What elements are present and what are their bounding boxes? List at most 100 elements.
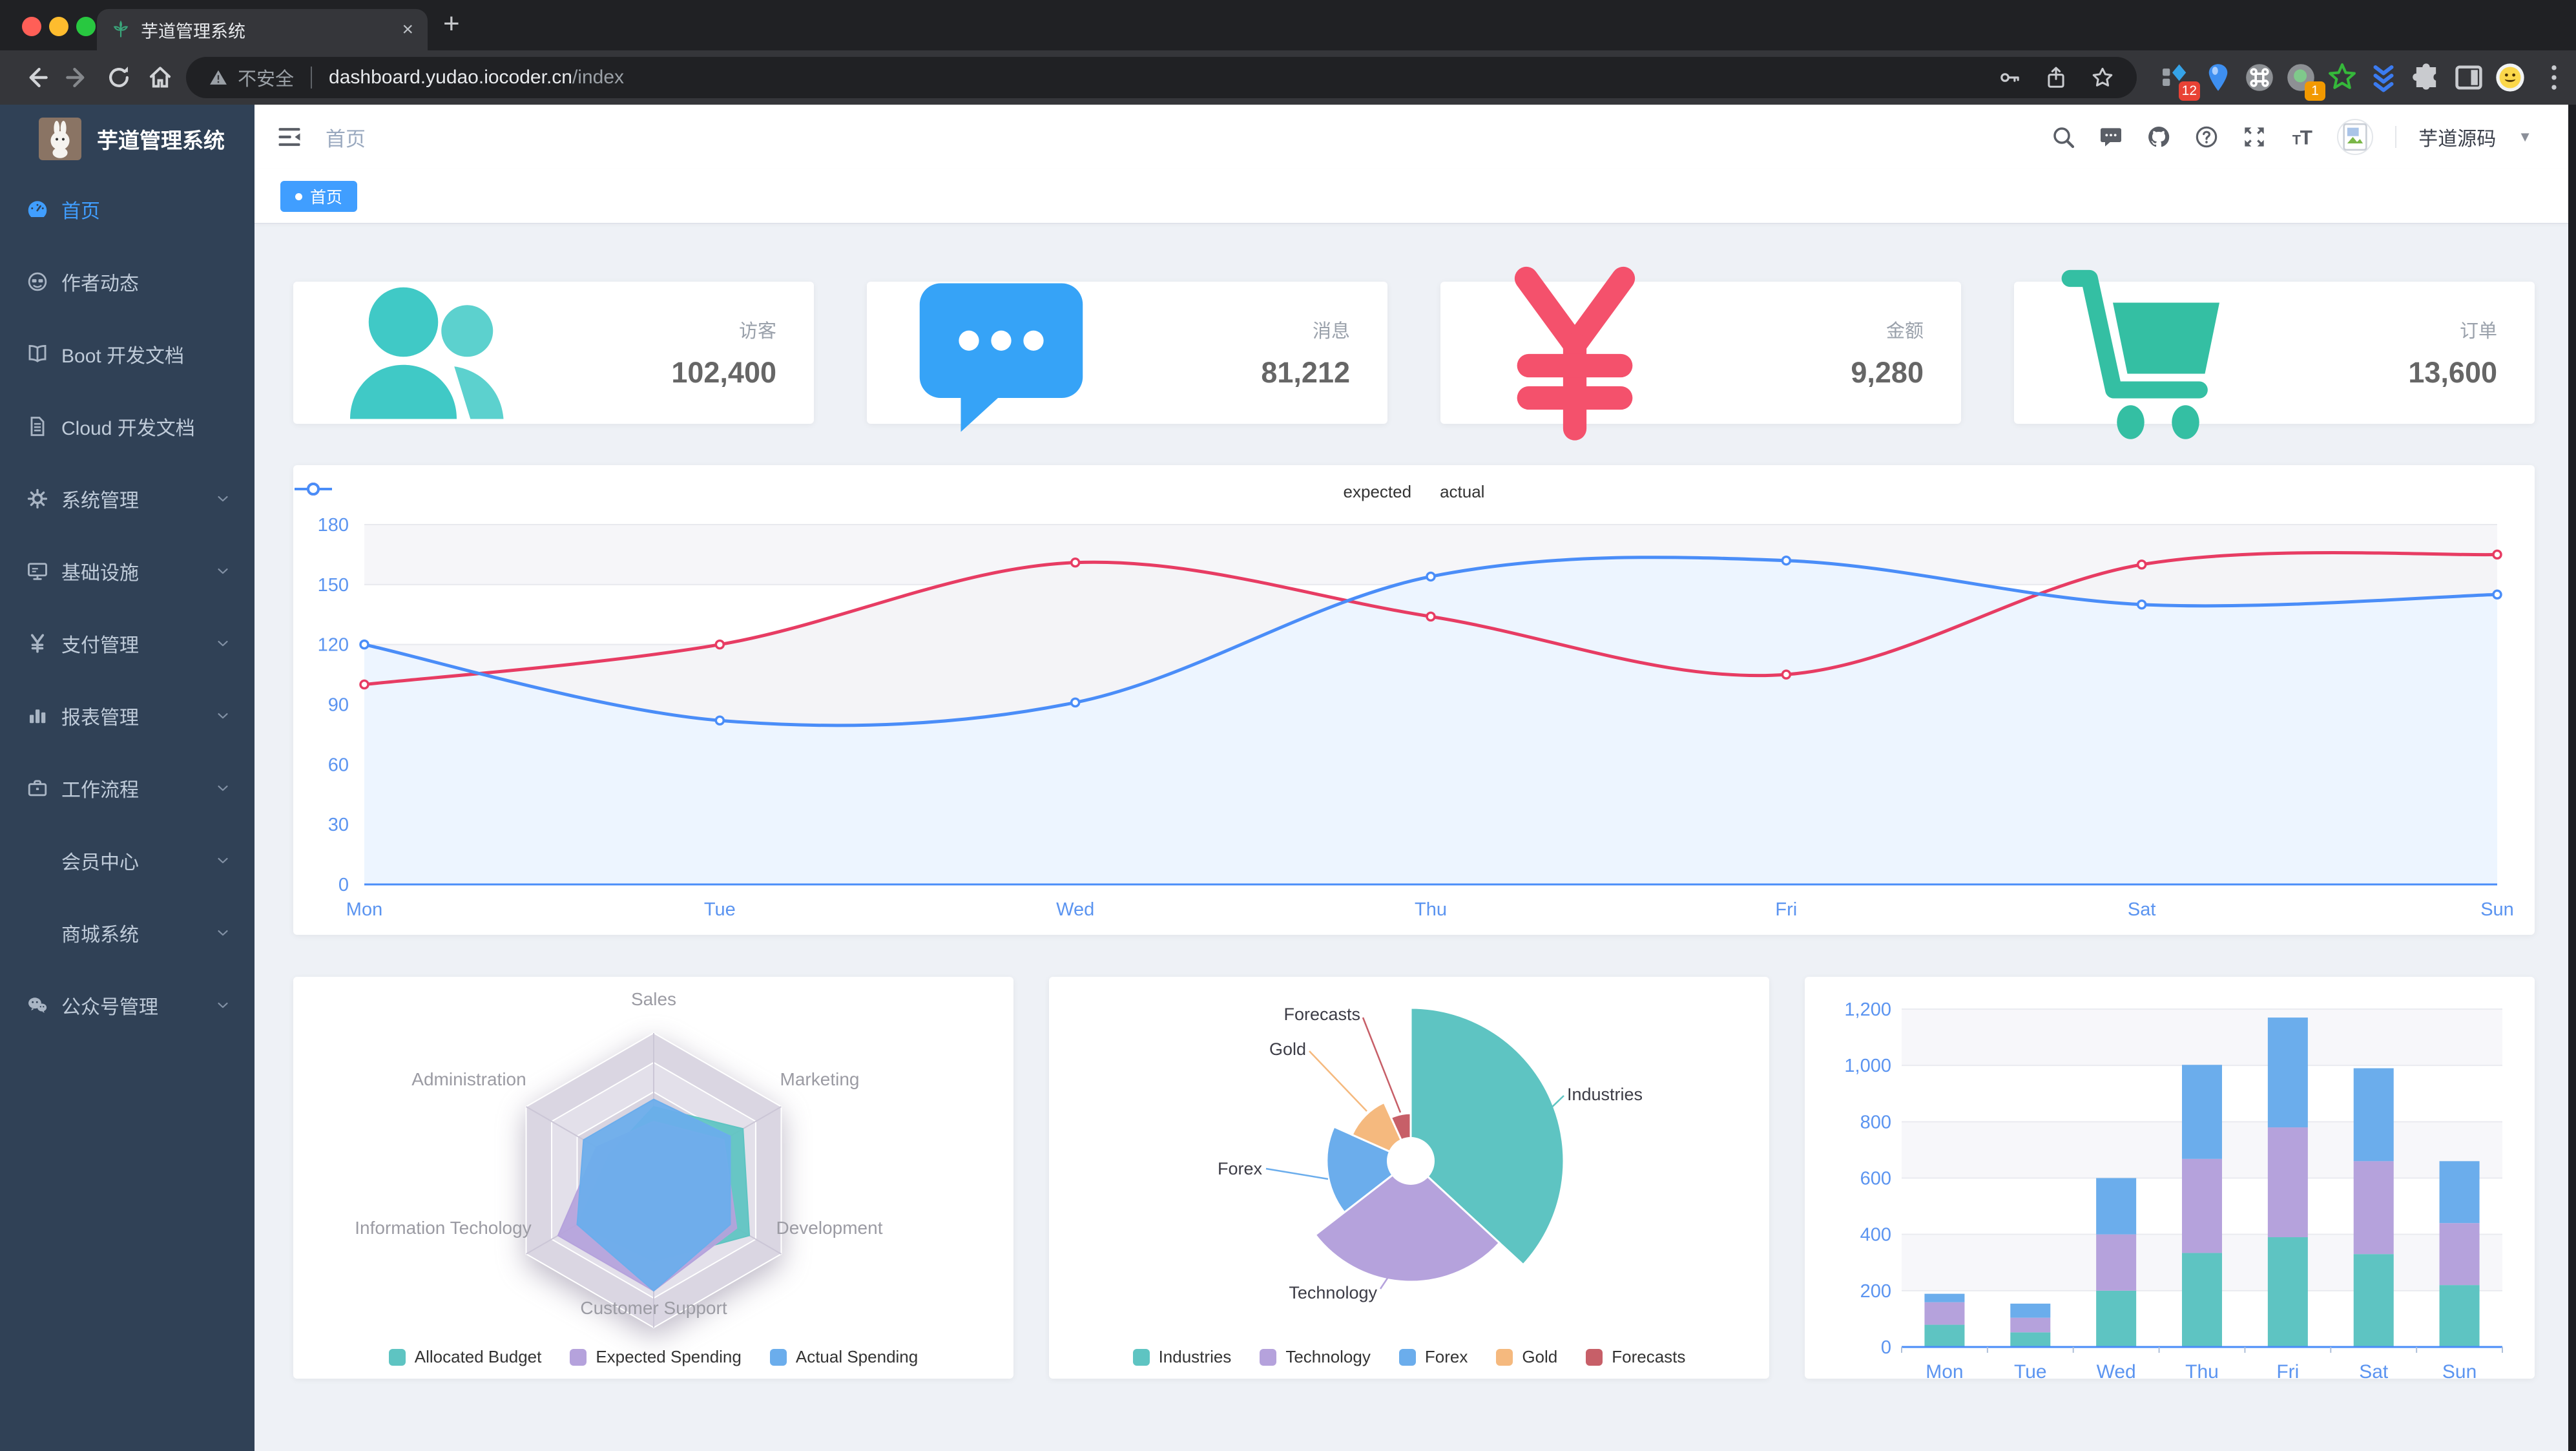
stat-card-消息[interactable]: 消息 81,212	[867, 282, 1387, 432]
legend-swatch	[1260, 1348, 1277, 1366]
extensions-puzzle[interactable]	[2409, 61, 2443, 94]
legend-item-Technology[interactable]: Technology	[1260, 1347, 1371, 1367]
back-button[interactable]	[22, 63, 50, 92]
sidebar-item-label: 支付管理	[61, 635, 139, 656]
stat-card-金额[interactable]: 金额 9,280	[1440, 266, 1961, 441]
side-panel[interactable]	[2452, 61, 2486, 94]
sidebar-item-label: Boot 开发文档	[61, 346, 185, 367]
stat-value: 102,400	[671, 356, 776, 389]
message-icon[interactable]	[2098, 124, 2124, 150]
ext3-icon	[2246, 64, 2273, 91]
svg-text:600: 600	[1860, 1169, 1891, 1189]
tag-home[interactable]: 首页	[280, 181, 358, 212]
legend-item-Forex[interactable]: Forex	[1398, 1347, 1468, 1367]
extension-green-dot[interactable]: 1	[2284, 61, 2325, 101]
reload-icon	[109, 67, 129, 87]
extension-balloon[interactable]	[2201, 61, 2235, 94]
sidebar-item-基础设施[interactable]: 基础设施	[0, 535, 254, 607]
sidebar-item-作者动态[interactable]: 作者动态	[0, 245, 254, 318]
browser-tab[interactable]: 芋道管理系统 ×	[97, 9, 428, 50]
not-secure-icon	[208, 67, 229, 88]
sidebar-item-首页[interactable]: 首页	[0, 173, 254, 245]
app-logo[interactable]: 芋道管理系统	[0, 105, 254, 173]
legend-item-Allocated Budget[interactable]: Allocated Budget	[388, 1347, 541, 1367]
new-tab-button[interactable]: +	[443, 8, 460, 39]
password-key-icon[interactable]	[1997, 65, 2022, 90]
chev-icon	[218, 857, 228, 864]
legend-item-Gold[interactable]: Gold	[1496, 1347, 1557, 1367]
hamburger-icon[interactable]	[275, 123, 304, 151]
extension-chevrons[interactable]	[2367, 61, 2400, 94]
home-button[interactable]	[146, 63, 174, 92]
sidebar-item-报表管理[interactable]: 报表管理	[0, 680, 254, 752]
svg-text:Marketing: Marketing	[780, 1069, 860, 1089]
svg-text:Wed: Wed	[2097, 1361, 2136, 1379]
stat-value: 9,280	[1851, 356, 1924, 389]
book-icon	[28, 344, 47, 362]
sidebar-menu: 首页 作者动态 Boot 开发文档 Cloud 开发文档系统管理 基础设施支付管理报表管…	[0, 173, 254, 1041]
github-icon[interactable]	[2146, 124, 2172, 150]
svg-text:Sales: Sales	[631, 989, 676, 1009]
minimize-window-button[interactable]	[49, 17, 68, 36]
svg-text:Tue: Tue	[2014, 1361, 2047, 1379]
sidebar-item-支付管理[interactable]: 支付管理	[0, 607, 254, 680]
stat-message-icon	[919, 283, 1083, 432]
share-icon[interactable]	[2044, 65, 2068, 90]
svg-text:Forex: Forex	[1218, 1159, 1263, 1178]
svg-text:Sun: Sun	[2442, 1361, 2477, 1379]
sidebar-item-工作流程[interactable]: 工作流程	[0, 752, 254, 824]
sidebar-item-会员中心[interactable]: 会员中心	[0, 824, 254, 897]
extension-blue-diamond[interactable]: 12	[2159, 61, 2200, 101]
profile-avatar[interactable]	[2493, 61, 2527, 94]
help-icon[interactable]	[2194, 124, 2219, 150]
legend-item-actual[interactable]: actual	[295, 482, 1484, 502]
stat-card-访客[interactable]: 访客 102,400	[293, 282, 814, 424]
legend-item-Actual Spending[interactable]: Actual Spending	[769, 1347, 918, 1367]
address-bar[interactable]: 不安全 dashboard.yudao.iocoder.cn /index	[186, 57, 2137, 98]
stat-card-订单[interactable]: 订单 13,600	[2014, 269, 2535, 439]
chev-icon	[218, 1002, 228, 1008]
chart-icon	[30, 709, 46, 724]
username[interactable]: 芋道源码	[2418, 129, 2497, 150]
extension-command[interactable]	[2243, 61, 2276, 94]
line-chart: 0 30 60 90 120 150 180 Mon Tue Wed Thu Fri Sat Sun	[318, 515, 2514, 920]
sidebar-item-label: 会员中心	[61, 852, 139, 873]
sidebar-item-公众号管理[interactable]: 公众号管理	[0, 969, 254, 1041]
legend-item-expected[interactable]: expected	[295, 482, 1411, 502]
stat-label: 订单	[2459, 321, 2497, 342]
fullscreen-icon[interactable]	[2241, 124, 2267, 150]
sidebar-item-系统管理[interactable]: 系统管理	[0, 463, 254, 535]
ext5-icon	[2329, 63, 2356, 89]
close-window-button[interactable]	[22, 17, 41, 36]
legend-item-Expected Spending[interactable]: Expected Spending	[570, 1347, 742, 1367]
reload-button[interactable]	[105, 63, 133, 92]
top-navbar: 首页 T T 芋道源码 ▼	[254, 105, 2568, 169]
legend-item-Industries[interactable]: Industries	[1132, 1347, 1231, 1367]
sidebar-item-label: Cloud 开发文档	[61, 418, 195, 439]
breadcrumb[interactable]: 首页	[326, 127, 366, 151]
star-icon	[2092, 67, 2113, 87]
zoom-window-button[interactable]	[76, 17, 96, 36]
sidebar-item-Cloud 开发文档[interactable]: Cloud 开发文档	[0, 390, 254, 463]
forward-button[interactable]	[63, 63, 92, 92]
stat-label: 访客	[738, 321, 776, 342]
pie-chart-legend: Industries Technology Forex Gold Forecasts	[1049, 1347, 1769, 1367]
svg-text:Administration: Administration	[411, 1069, 526, 1089]
chev-icon	[218, 713, 228, 719]
extension-green-star[interactable]	[2325, 61, 2359, 94]
page-scrollbar[interactable]	[2568, 105, 2576, 1451]
svg-text:Mon: Mon	[346, 899, 382, 920]
browser-menu-kebab[interactable]	[2537, 61, 2571, 94]
chev-icon	[218, 568, 228, 574]
sidebar-item-Boot 开发文档[interactable]: Boot 开发文档	[0, 318, 254, 390]
stats-row: 访客 102,400 消息 81,212 金额 9,280 订单 13,600	[293, 266, 2535, 441]
caret-down-icon[interactable]: ▼	[2518, 129, 2532, 145]
svg-text:T: T	[2292, 132, 2301, 148]
bookmark-star-icon[interactable]	[2090, 65, 2115, 90]
user-avatar[interactable]	[2337, 119, 2374, 155]
sidebar-item-商城系统[interactable]: 商城系统	[0, 897, 254, 969]
search-icon[interactable]	[2050, 124, 2076, 150]
legend-item-Forecasts[interactable]: Forecasts	[1586, 1347, 1685, 1367]
close-tab-icon[interactable]: ×	[402, 19, 413, 40]
